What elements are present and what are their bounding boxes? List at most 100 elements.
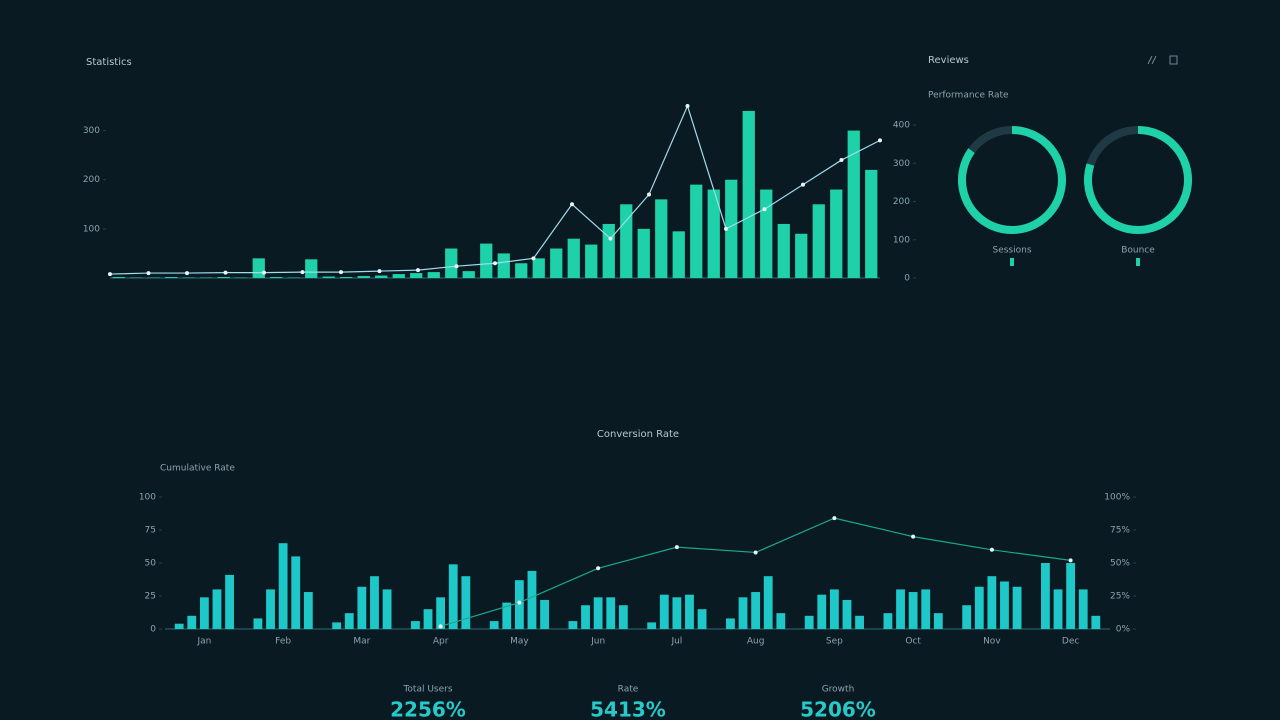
- point: [262, 270, 266, 275]
- point: [608, 236, 613, 241]
- point: [674, 545, 679, 550]
- bar: [655, 199, 668, 278]
- donut-arc: [958, 126, 1066, 234]
- bar: [461, 576, 471, 629]
- donut-label: Bounce: [1121, 246, 1155, 256]
- tick-label: 0: [904, 274, 910, 284]
- bar: [725, 179, 738, 278]
- point: [454, 264, 459, 269]
- tick-label: 50%: [1110, 559, 1130, 569]
- x-tick-label: Oct: [905, 637, 921, 647]
- bar: [751, 592, 761, 629]
- x-tick-label: Dec: [1062, 637, 1079, 647]
- bar: [532, 258, 545, 278]
- x-tick-label: May: [510, 637, 529, 647]
- bar: [375, 275, 388, 278]
- bar: [817, 594, 827, 629]
- bar: [618, 605, 628, 629]
- point: [377, 269, 382, 274]
- tick-label: 75%: [1110, 526, 1130, 536]
- point: [1068, 558, 1073, 563]
- bar: [382, 589, 392, 629]
- bar: [795, 233, 808, 278]
- point: [832, 516, 837, 521]
- bar: [1000, 581, 1009, 629]
- icon-edit[interactable]: [1147, 55, 1157, 65]
- tick-label: 25%: [1110, 592, 1130, 602]
- bar: [357, 276, 370, 278]
- point: [438, 624, 443, 629]
- bar: [777, 223, 790, 278]
- bar: [332, 622, 342, 629]
- bar: [174, 623, 184, 629]
- stat-value: 5206%: [800, 698, 876, 720]
- donut-arc: [1084, 126, 1192, 234]
- bar: [322, 276, 335, 278]
- point: [223, 270, 228, 275]
- bar: [427, 272, 440, 278]
- bar: [908, 592, 918, 629]
- tick-label: 100%: [1104, 493, 1130, 503]
- bar: [690, 184, 703, 278]
- bar: [760, 189, 773, 278]
- donut-dot: [1136, 258, 1140, 266]
- bar: [445, 248, 458, 278]
- bar: [987, 576, 997, 629]
- tick-label: 75: [145, 526, 156, 536]
- point: [493, 261, 497, 266]
- point: [647, 192, 651, 197]
- x-tick-label: Jan: [196, 637, 211, 647]
- bar: [637, 228, 650, 278]
- bar: [436, 597, 446, 629]
- point: [185, 271, 189, 276]
- tick-label: 0: [150, 625, 156, 635]
- stat-value: 2256%: [390, 698, 466, 720]
- tick-label: 100: [139, 493, 156, 503]
- bar: [738, 597, 748, 629]
- bar: [933, 613, 943, 629]
- bar: [974, 586, 984, 629]
- bar: [411, 621, 420, 629]
- bar: [1078, 589, 1088, 629]
- point: [839, 158, 844, 163]
- chart-subtitle: Cumulative Rate: [160, 464, 235, 474]
- stat-label: Total Users: [402, 685, 452, 695]
- point: [570, 202, 574, 207]
- x-tick-label: Jun: [590, 637, 605, 647]
- tick-label: 50: [145, 559, 157, 569]
- stat-label: Rate: [618, 685, 639, 695]
- bar: [225, 574, 234, 629]
- bar: [1091, 615, 1101, 629]
- point: [801, 182, 805, 187]
- tick-label: 0%: [1116, 625, 1131, 635]
- toolbar-icons[interactable]: [1147, 55, 1178, 65]
- bar: [593, 597, 603, 629]
- bar: [340, 277, 353, 278]
- bar: [602, 223, 615, 278]
- bar: [489, 621, 499, 629]
- icon-copy[interactable]: [1169, 55, 1178, 65]
- bar: [1066, 563, 1076, 629]
- tick-label: 25: [145, 592, 156, 602]
- point: [753, 550, 758, 555]
- bar: [270, 277, 283, 278]
- bar: [278, 543, 288, 629]
- bar: [550, 248, 563, 278]
- x-tick-label: Mar: [353, 637, 370, 647]
- bar: [962, 605, 972, 629]
- point: [989, 547, 994, 552]
- point: [300, 270, 305, 275]
- bar: [855, 615, 864, 629]
- bar: [392, 274, 405, 278]
- donut-dot: [1010, 258, 1014, 266]
- point: [108, 272, 112, 277]
- bar: [896, 589, 905, 629]
- header-title: Statistics: [86, 57, 132, 68]
- tick-label: 400: [893, 121, 910, 131]
- point: [878, 138, 882, 143]
- bar: [252, 258, 265, 278]
- tick-label: 300: [893, 159, 910, 169]
- bar: [165, 277, 178, 278]
- bar: [812, 204, 825, 278]
- bar: [187, 615, 197, 629]
